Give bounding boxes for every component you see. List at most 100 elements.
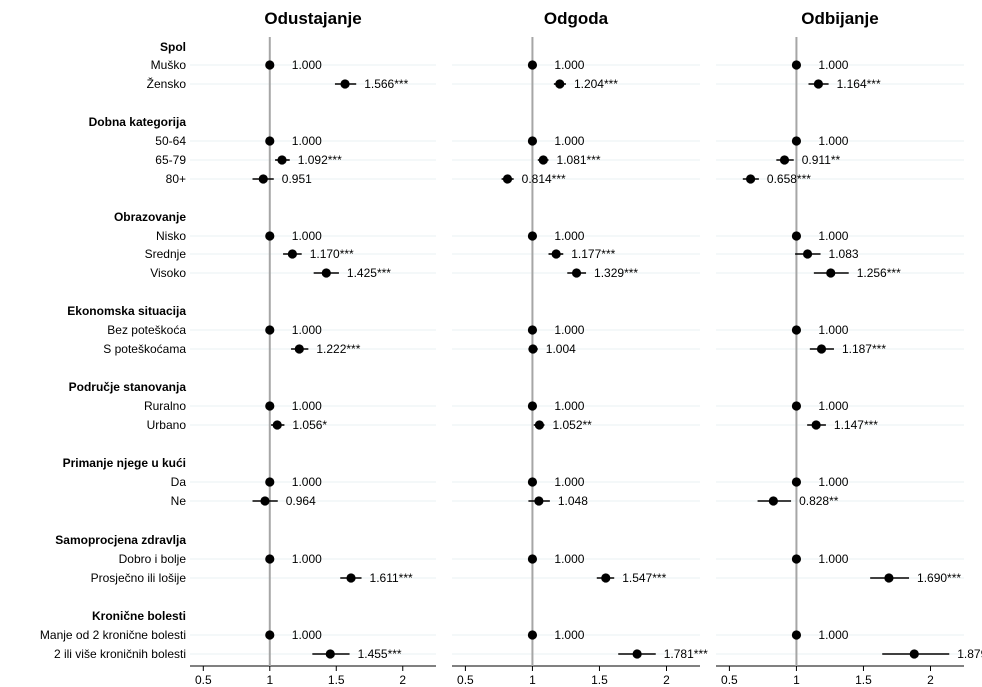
estimate-point: [884, 573, 894, 583]
estimate-point: [294, 344, 304, 354]
estimate-point: [272, 420, 282, 430]
value-label: 1.611***: [370, 571, 413, 585]
estimate-point: [816, 344, 827, 354]
group-label-primanje-njege-u-kuci: Primanje njege u kući: [63, 456, 186, 470]
estimate-point: [534, 496, 544, 506]
panel-title-odustajanje: Odustajanje: [264, 9, 361, 28]
row-label-prosjecno-ili-losije: Prosječno ili lošije: [91, 571, 187, 585]
estimate-point: [527, 630, 538, 640]
row-labels: Spol Muško Žensko Dobna kategorija 50-64 65-7…: [40, 40, 186, 661]
value-label: 1.425***: [347, 266, 391, 280]
panel-title-odbijanje: Odbijanje: [801, 9, 878, 28]
value-label: 1.566***: [364, 77, 408, 91]
estimate-point: [826, 268, 836, 278]
row-label-nisko: Nisko: [156, 229, 186, 243]
estimate-point: [555, 79, 565, 89]
estimate-point: [909, 649, 919, 659]
estimate-point: [527, 477, 538, 487]
row-label-ne: Ne: [171, 494, 187, 508]
estimate-point: [265, 136, 275, 146]
group-label-kronicne-bolesti: Kronične bolesti: [92, 609, 186, 623]
estimate-point: [527, 401, 538, 411]
estimate-point: [502, 174, 513, 184]
row-label-bez-poteskoca: Bez poteškoća: [107, 323, 186, 337]
estimate-point: [527, 231, 538, 241]
estimate-point: [813, 79, 824, 89]
value-label: 1.222***: [316, 342, 360, 356]
x-tick-label: 0.5: [721, 673, 738, 687]
x-tick-label: 2: [663, 673, 670, 687]
value-label: 0.658***: [767, 172, 811, 186]
x-tick-label: 2: [399, 673, 406, 687]
row-label-50-64: 50-64: [155, 134, 186, 148]
row-label-manje-od-2-kronicne-bolesti: Manje od 2 kronične bolesti: [40, 628, 186, 642]
estimate-point: [791, 630, 802, 640]
group-label-obrazovanje: Obrazovanje: [114, 210, 186, 224]
value-label: 0.828**: [799, 494, 839, 508]
value-label: 1.000: [818, 475, 848, 489]
value-label: 1.000: [292, 229, 322, 243]
estimate-point: [745, 174, 756, 184]
estimate-point: [325, 649, 335, 659]
estimate-point: [340, 79, 350, 89]
value-label: 0.911**: [802, 153, 841, 167]
row-label-srednje: Srednje: [145, 247, 187, 261]
estimate-point: [346, 573, 356, 583]
value-label: 1.000: [554, 323, 584, 337]
value-label: 1.000: [554, 475, 584, 489]
value-label: 1.056*: [292, 418, 327, 432]
group-label-samoprocjena-zdravlja: Samoprocjena zdravlja: [55, 533, 186, 547]
panel-odgoda: Odgoda 0.5 1 1.5 2 1.000 1.204*** 1.000 1.081***…: [452, 9, 708, 687]
value-label: 0.964: [286, 494, 316, 508]
row-label-dobro-i-bolje: Dobro i bolje: [119, 552, 187, 566]
estimate-point: [791, 325, 802, 335]
row-label-da: Da: [171, 475, 187, 489]
estimate-point: [287, 249, 297, 259]
value-label: 1.000: [292, 475, 322, 489]
panel-title-odgoda: Odgoda: [544, 9, 609, 28]
x-tick-label: 1: [529, 673, 536, 687]
group-label-dobna-kategorija: Dobna kategorija: [89, 115, 187, 129]
estimate-point: [601, 573, 611, 583]
value-label: 1.000: [818, 552, 848, 566]
estimate-point: [527, 60, 538, 70]
value-label: 1.000: [818, 628, 848, 642]
estimate-point: [534, 420, 545, 430]
estimate-point: [265, 630, 275, 640]
estimate-point: [265, 401, 275, 411]
value-label: 1.052**: [552, 418, 592, 432]
value-label: 1.690***: [917, 571, 961, 585]
value-label: 1.083: [829, 247, 859, 261]
row-label-80: 80+: [166, 172, 186, 186]
row-label-65-79: 65-79: [155, 153, 186, 167]
row-label-visoko: Visoko: [150, 266, 186, 280]
row-label-urbano: Urbano: [147, 418, 187, 432]
estimate-point: [265, 477, 275, 487]
estimate-point: [527, 136, 538, 146]
row-label-musko: Muško: [151, 58, 187, 72]
estimate-point: [265, 325, 275, 335]
row-label-ruralno: Ruralno: [144, 399, 186, 413]
value-label: 1.000: [292, 628, 322, 642]
estimate-point: [791, 554, 802, 564]
estimate-point: [791, 401, 802, 411]
x-tick-label: 0.5: [195, 673, 212, 687]
estimate-point: [791, 231, 802, 241]
value-label: 1.000: [292, 399, 322, 413]
estimate-point: [538, 155, 548, 165]
value-label: 1.000: [292, 134, 322, 148]
group-label-ekonomska-situacija: Ekonomska situacija: [67, 304, 186, 318]
x-tick-label: 1: [266, 673, 273, 687]
value-label: 1.081***: [557, 153, 601, 167]
value-label: 1.164***: [837, 77, 881, 91]
estimate-point: [791, 136, 802, 146]
estimate-point: [811, 420, 821, 430]
value-label: 0.951: [282, 172, 312, 186]
estimate-point: [791, 60, 802, 70]
estimate-point: [527, 325, 538, 335]
group-label-podrucje-stanovanja: Područje stanovanja: [69, 380, 187, 394]
x-tick-label: 1: [793, 673, 800, 687]
panels: Odustajanje 0.5 1 1.5 2 1.000 1.566*** 1.000 1.0…: [190, 9, 982, 687]
value-label: 1.048: [558, 494, 588, 508]
value-label: 1.000: [554, 399, 584, 413]
